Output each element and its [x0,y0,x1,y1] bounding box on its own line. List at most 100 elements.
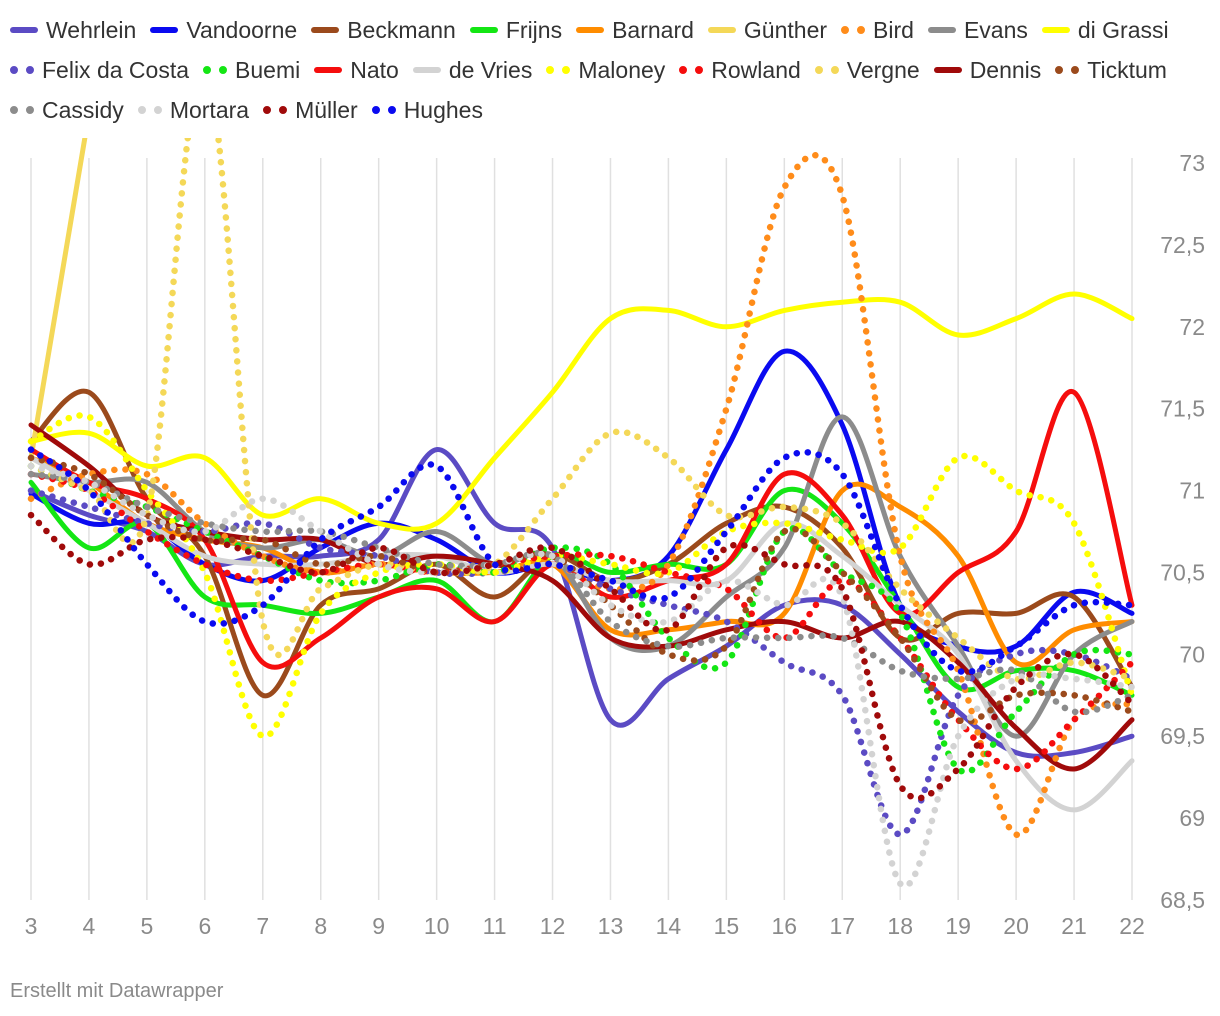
legend-swatch [10,105,34,114]
legend-item-rowland: Rowland [679,50,801,90]
legend-item-hughes: Hughes [371,90,483,130]
y-tick-label: 71 [1179,478,1205,504]
legend-label: Ticktum [1087,57,1167,83]
legend-item-dennis: Dennis [933,50,1042,90]
legend-label: Barnard [612,17,694,43]
legend-swatch [137,105,162,114]
legend-item-muller: Müller [263,90,358,130]
x-tick-label: 19 [945,913,971,939]
legend-item-beckmann: Beckmann [311,10,456,50]
series-line-mortara [27,462,1136,890]
legend-swatch [203,65,228,74]
x-tick-label: 15 [714,913,740,939]
legend-item-barnard: Barnard [576,10,694,50]
x-tick-label: 11 [483,913,507,939]
legend-swatch [927,26,956,33]
x-tick-label: 12 [540,913,566,939]
legend-label: Dennis [969,57,1042,83]
y-tick-label: 72 [1179,314,1205,340]
legend-swatch [469,26,498,33]
legend-swatch [150,26,179,33]
legend-item-gunther: Günther [707,10,828,50]
legend-label: Müller [295,97,358,123]
x-tick-label: 3 [25,913,38,939]
series-line-cassidy [27,470,1136,716]
series-line-maloney [27,412,1136,740]
legend-swatch [576,26,605,33]
legend-label: Mortara [169,97,250,123]
legend-swatch [371,105,396,114]
legend-swatch [263,105,288,114]
x-axis-ticks: 3 4 5 6 7 8 9 10 11 12 13 14 15 16 17 18 19 20 21 22 [25,913,1145,939]
x-tick-label: 20 [1003,913,1029,939]
legend-label: Vergne [846,57,920,83]
legend-item-vandoorne: Vandoorne [150,10,297,50]
legend-swatch [707,26,736,33]
series-line-wehrlein [28,447,1135,759]
y-tick-label: 70 [1179,641,1205,667]
x-tick-label: 22 [1119,913,1145,939]
legend-label: Felix da Costa [42,57,190,83]
x-tick-label: 18 [887,913,913,939]
legend-item-vergne: Vergne [814,50,920,90]
legend-label: Buemi [235,57,301,83]
legend-swatch [314,66,343,73]
y-tick-label: 69 [1179,805,1205,831]
legend-label: Rowland [711,57,801,83]
x-tick-label: 6 [198,913,211,939]
x-tick-label: 4 [83,913,96,939]
legend-swatch [933,66,962,73]
y-tick-label: 68,5 [1160,887,1205,913]
x-tick-label: 14 [656,913,682,939]
series-line-muller [27,511,1136,802]
legend-item-cassidy: Cassidy [10,90,124,130]
legend-swatch [679,65,704,74]
legend-label: Cassidy [42,97,124,123]
y-tick-label: 71,5 [1160,396,1205,422]
x-tick-label: 5 [140,913,153,939]
legend-swatch [841,25,866,34]
x-tick-label: 16 [772,913,798,939]
x-tick-label: 21 [1061,913,1087,939]
series-line-hughes [27,446,1136,676]
legend-label: Bird [873,17,914,43]
series-line-di-grassi [28,291,1135,532]
legend-label: Günther [743,17,828,43]
y-tick-label: 73 [1179,150,1205,176]
legend-label: Frijns [505,17,563,43]
legend-item-buemi: Buemi [203,50,300,90]
legend-label: Maloney [578,57,666,83]
legend-label: Evans [963,17,1028,43]
series-line-bird [27,152,1136,838]
legend-item-mortara: Mortara [137,90,250,130]
legend-item-di-grassi: di Grassi [1041,10,1169,50]
legend-item-felix-da-costa: Felix da Costa [10,50,189,90]
legend-label: Vandoorne [186,17,298,43]
legend-label: Nato [350,57,399,83]
legend-swatch [1041,26,1070,33]
x-tick-label: 7 [256,913,269,939]
y-tick-label: 70,5 [1160,559,1205,585]
series-lines [27,138,1136,890]
y-axis-ticks: 73 72,5 72 71,5 71 70,5 70 69,5 69 68,5 [1160,150,1205,913]
legend-swatch [10,26,38,33]
y-tick-label: 72,5 [1160,232,1205,258]
x-tick-label: 13 [598,913,624,939]
legend-item-de-vries: de Vries [412,50,532,90]
credit-text: Erstellt mit Datawrapper [10,980,224,1002]
legend-label: Wehrlein [46,17,137,43]
legend-swatch [814,65,839,74]
y-tick-label: 69,5 [1160,723,1205,749]
x-tick-label: 9 [372,913,385,939]
legend-item-ticktum: Ticktum [1055,50,1167,90]
legend-item-frijns: Frijns [469,10,563,50]
series-line-nato [28,389,1135,670]
legend-swatch [546,65,571,74]
x-tick-label: 8 [314,913,327,939]
legend-item-nato: Nato [314,50,399,90]
legend-label: di Grassi [1077,17,1169,43]
series-line-vergne [27,138,1136,683]
x-tick-label: 10 [424,913,450,939]
legend-item-wehrlein: Wehrlein [10,10,136,50]
